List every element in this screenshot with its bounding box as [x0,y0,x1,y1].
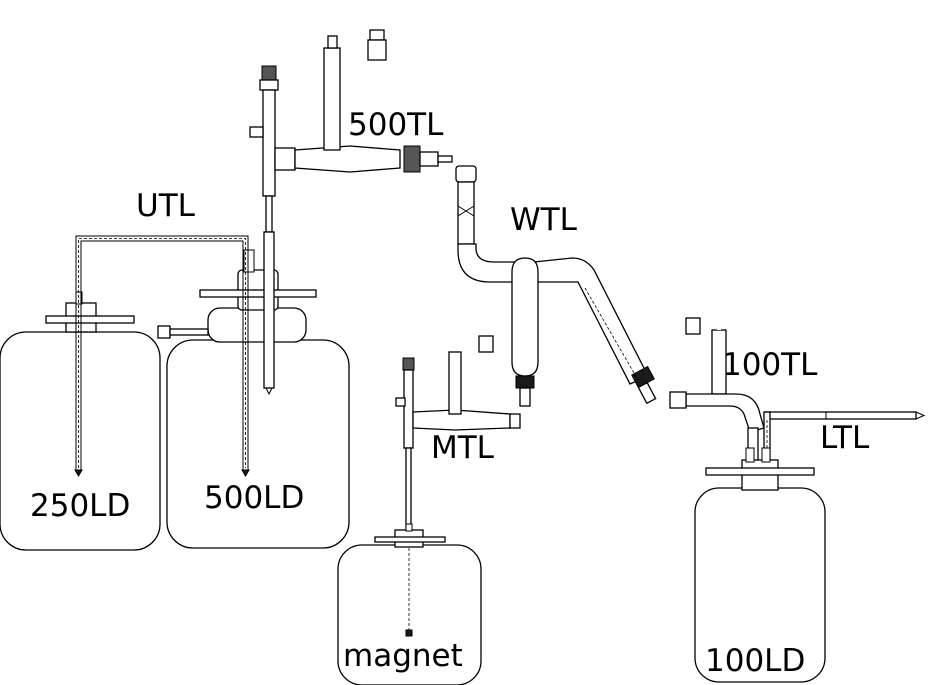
label-250ld: 250LD [30,488,131,524]
label-wtl: WTL [510,202,577,238]
utl-tip-right [241,469,250,477]
utl-tube-inner [80,240,244,470]
wtl-arm-centerline [584,287,639,381]
utl-tube-centerline [78,238,246,468]
wtl-arm-outlet [637,381,657,405]
utl-transfer-line [74,235,250,477]
ltl-tip [915,411,926,420]
mtl-riser [448,351,462,415]
tl500-stem [265,195,273,233]
mtl-hose-loop-inner [453,312,489,341]
wtl-reservoir-outlet [519,387,531,407]
label-500ld: 500LD [204,480,305,516]
label-mtl: MTL [431,430,494,466]
wtl-elbow [457,243,521,283]
label-100tl: 100TL [722,347,818,383]
vessel-500ld-body [166,339,350,549]
label-utl: UTL [136,188,195,224]
ltl-horizontal-tube [765,411,917,420]
tl500-vertical-body [262,89,276,197]
mtl-assembly [395,312,521,529]
wtl-reservoir [511,257,539,377]
tl500-top-cap [259,79,279,91]
wtl-upper-tube [457,181,475,245]
label-100ld: 100LD [705,643,806,679]
tl500-hose-clamp-left [327,35,338,49]
tl500-outlet-nut [419,151,439,167]
vessel-magnet-stir-bar [405,629,413,637]
vessel-magnet [337,523,482,685]
tl500-hose-valve [367,39,387,61]
tl500-dip-tube [263,231,275,389]
wtl-angled-arm [533,257,649,385]
mtl-outlet [509,413,521,429]
tl500-horizontal-bulb [294,145,401,173]
tl500-joint [274,147,296,171]
mtl-stem [405,447,412,529]
label-ltl: LTL [820,420,870,456]
mtl-stopcock [395,397,406,407]
vessel-500ld-side-arm [169,328,209,336]
mtl-top-knob [402,357,415,371]
tl500-riser [323,47,341,151]
vessel-500ld-shoulder [207,307,307,343]
vessel-100ld [694,447,826,683]
tl500-top-knob [261,65,277,82]
vessel-magnet-flange [374,536,446,543]
label-magnet: magnet [343,638,463,674]
tl500-outlet-tip [437,155,453,163]
tl500-dip-tip [265,387,273,396]
mtl-hose-valve [478,335,494,353]
vessel-250ld-flange [45,315,135,324]
tl500-assembly [249,6,453,396]
vessel-100ld-port-right [761,447,771,463]
tl500-hose-clamp-right [369,29,385,41]
wtl-top-cap [455,165,477,183]
tl500-knurled-connector [403,145,421,173]
vessel-500ld-port [243,249,255,273]
wtl-assembly [455,165,657,407]
vessel-magnet-port [405,523,413,532]
utl-tube-outer [75,235,249,470]
tl500-hose-loop-inner [329,6,381,49]
tl100-hose-loop-inner [692,296,721,331]
label-500tl: 500TL [348,107,444,143]
tl100-horizontal-arm [685,393,765,433]
vessel-100ld-flange [705,467,815,476]
vessel-100ld-port-left [745,447,755,463]
tl100-hose-valve [685,317,701,335]
tl500-stopcock [249,126,264,138]
utl-tip-left [74,469,83,477]
vessel-500ld-side-valve [157,325,171,339]
mtl-vertical-body [403,369,414,449]
tl100-inlet-joint [669,391,687,409]
wtl-reservoir-nut [515,375,535,389]
wtl-valve-mark [457,205,475,217]
vessel-500ld-flange [199,289,317,298]
